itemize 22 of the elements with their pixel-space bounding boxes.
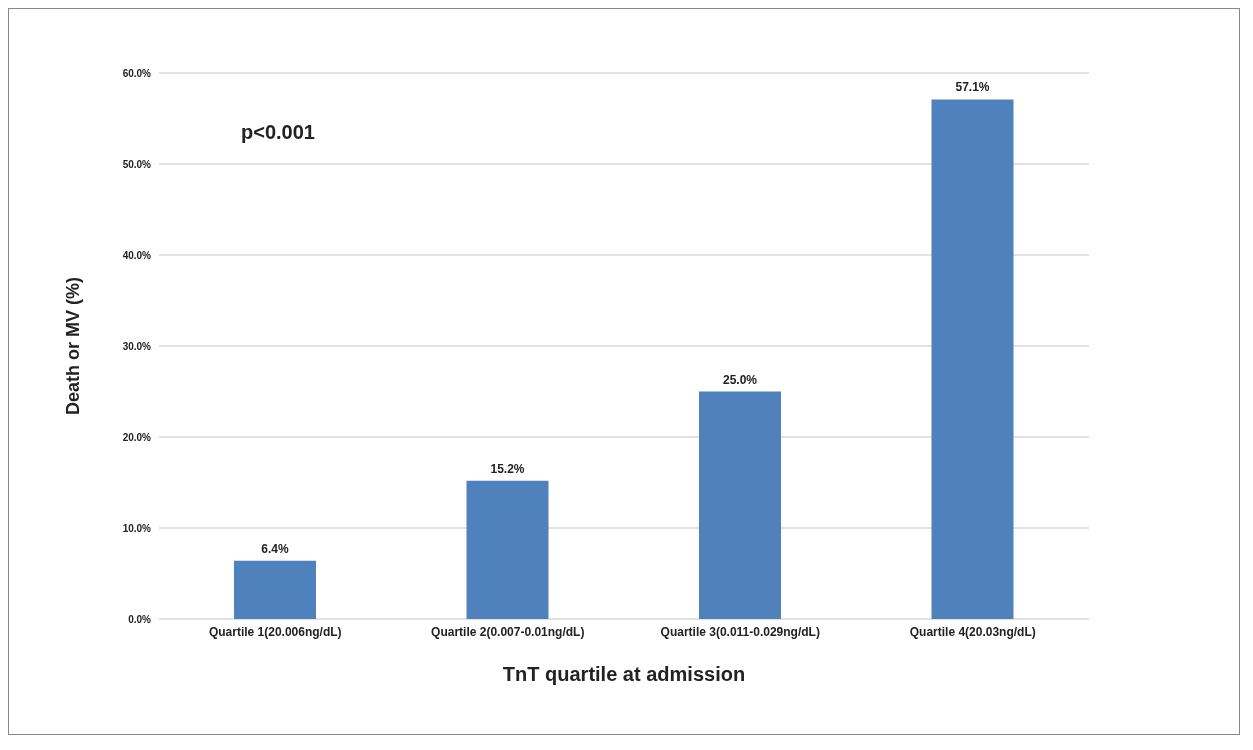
bar: [931, 99, 1014, 619]
bar: [699, 391, 781, 619]
bar: [234, 560, 316, 619]
data-label: 25.0%: [722, 372, 758, 387]
bar: [466, 480, 549, 619]
x-tick-label: Quartile 4(20.03ng/dL): [909, 624, 1036, 639]
y-tick-label: 20.0%: [122, 431, 152, 443]
data-label: 15.2%: [490, 461, 525, 476]
x-tick-label: Quartile 1(20.006ng/dL): [208, 624, 342, 639]
y-tick-label: 50.0%: [122, 158, 152, 170]
x-tick-label: Quartile 2(0.007-0.01ng/dL): [431, 624, 585, 639]
y-tick-label: 0.0%: [128, 613, 152, 625]
x-axis-title: TnT quartile at admission: [502, 663, 746, 685]
y-axis-title: Death or MV (%): [63, 276, 84, 416]
y-tick-label: 40.0%: [122, 249, 152, 261]
y-tick-label: 10.0%: [122, 522, 152, 534]
x-tick-label: Quartile 3(0.011-0.029ng/dL): [660, 624, 820, 639]
y-tick-label: 60.0%: [122, 67, 152, 79]
data-label: 57.1%: [955, 80, 990, 95]
annotation: p<0.001: [241, 121, 315, 144]
data-label: 6.4%: [261, 541, 289, 556]
y-tick-label: 30.0%: [122, 340, 152, 352]
